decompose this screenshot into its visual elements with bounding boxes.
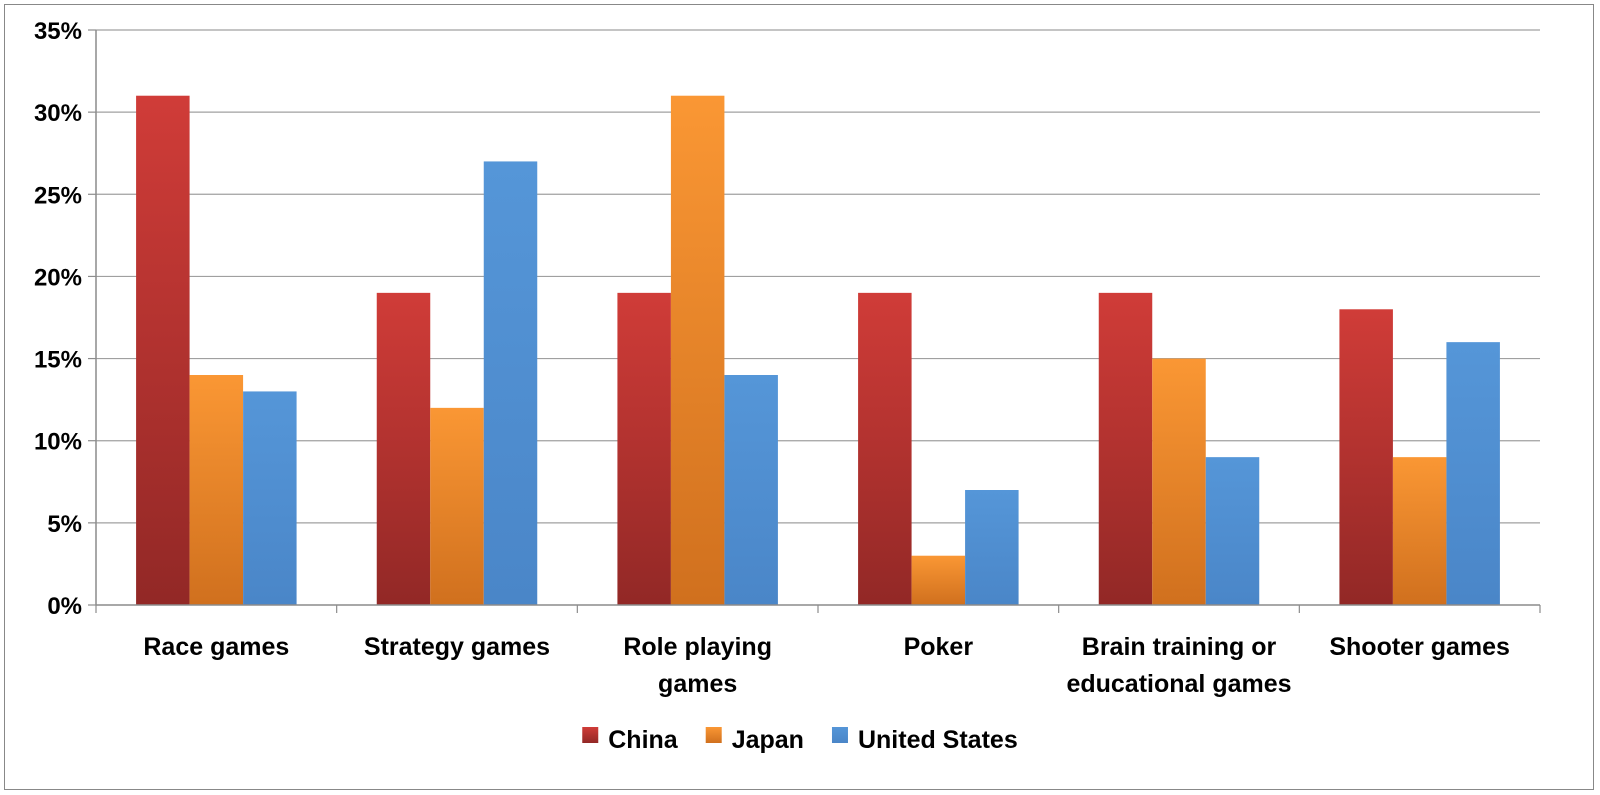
- x-tick-label-race-games: Race games: [143, 633, 289, 661]
- bar-united-states-race-games: [243, 391, 297, 605]
- bar-united-states-poker: [965, 490, 1019, 605]
- x-tick-label-strategy-games: Strategy games: [364, 633, 550, 661]
- bar-china-race-games: [136, 95, 190, 605]
- gridlines: [96, 29, 1540, 524]
- legend-label-united-states: United States: [858, 726, 1018, 754]
- legend-label-china: China: [608, 726, 679, 754]
- y-tick-label: 0%: [47, 593, 82, 620]
- bar-united-states-shooter-games: [1446, 342, 1500, 605]
- bar-china-shooter-games: [1339, 309, 1393, 605]
- legend-swatch-japan: [705, 727, 722, 743]
- y-axis-ticks: 0% 5% 10% 15% 20% 25% 30% 35%: [34, 18, 96, 620]
- bar-japan-strategy-games: [430, 407, 484, 605]
- y-tick-label: 25%: [34, 182, 82, 209]
- legend: China Japan United States: [582, 726, 1018, 754]
- bar-china-poker: [858, 292, 912, 605]
- x-tick-label-role-playing-games: Role playing games: [623, 633, 772, 698]
- bar-united-states-strategy-games: [483, 161, 538, 605]
- y-tick-label: 15%: [34, 347, 82, 374]
- legend-swatch-china: [582, 727, 599, 743]
- bar-japan-role-playing-games: [670, 95, 725, 605]
- bar-japan-brain-training-or-educational-games: [1152, 358, 1206, 605]
- y-tick-label: 10%: [34, 429, 82, 456]
- bar-china-role-playing-games: [617, 292, 671, 605]
- y-tick-label: 20%: [34, 264, 82, 291]
- bar-japan-poker: [911, 555, 966, 605]
- legend-label-japan: Japan: [732, 726, 804, 754]
- bars: [136, 95, 1500, 605]
- x-tick-label-brain-training-or-educational-games: Brain training or educational games: [1066, 633, 1291, 698]
- x-tick-label-poker: Poker: [904, 633, 974, 661]
- y-tick-label: 35%: [34, 18, 82, 45]
- axes: [95, 30, 1541, 613]
- y-tick-label: 5%: [47, 511, 82, 538]
- bar-united-states-brain-training-or-educational-games: [1205, 457, 1260, 605]
- bar-china-brain-training-or-educational-games: [1098, 292, 1153, 605]
- x-axis-labels: Race games Strategy games Role playing game…: [143, 633, 1510, 698]
- bar-japan-race-games: [189, 375, 244, 605]
- legend-swatch-united-states: [831, 727, 848, 743]
- y-tick-label: 30%: [34, 100, 82, 127]
- bar-united-states-role-playing-games: [724, 375, 778, 605]
- x-tick-label-shooter-games: Shooter games: [1329, 633, 1510, 661]
- bar-china-strategy-games: [376, 292, 431, 605]
- bar-japan-shooter-games: [1392, 457, 1447, 605]
